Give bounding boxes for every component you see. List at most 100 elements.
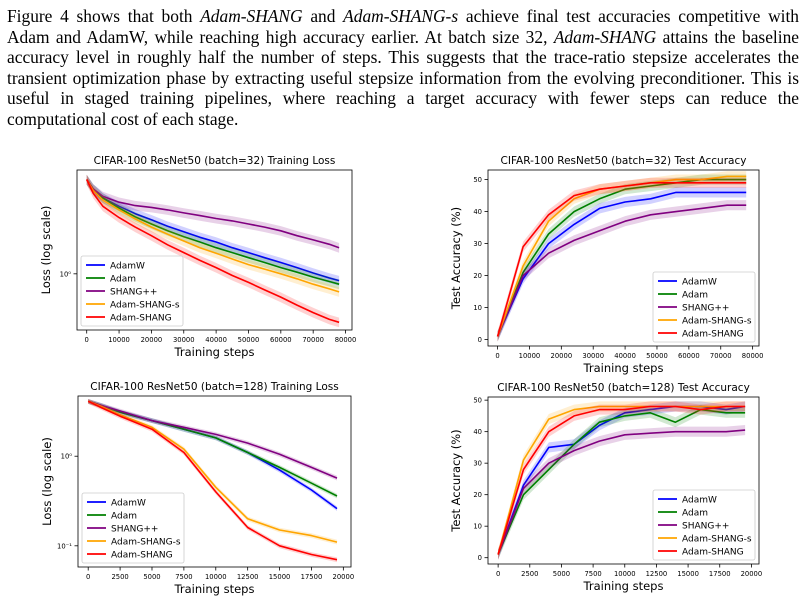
legend-box: [80, 255, 184, 327]
legend-entry: Adam-SHANG: [682, 547, 744, 557]
legend-entry: SHANG++: [682, 303, 729, 313]
y-axis-label: Test Accuracy (%): [449, 429, 463, 532]
series-line-adam: [497, 408, 746, 555]
x-tick-label: 5000: [143, 573, 160, 581]
x-tick-label: 60000: [678, 352, 700, 360]
x-tick-label: 15000: [269, 573, 291, 581]
x-tick-label: 70000: [302, 336, 324, 344]
x-tick-label: 0: [86, 573, 90, 581]
y-axis-label: Loss (log scale): [39, 206, 53, 295]
legend-box: [652, 271, 756, 343]
axes-frame: [487, 169, 760, 347]
chart-title: CIFAR-100 ResNet50 (batch=32) Test Accur…: [501, 155, 747, 167]
x-tick-label: 2500: [521, 570, 538, 578]
x-axis-label: Training steps: [174, 345, 255, 359]
series-band-adam-shang: [88, 399, 337, 563]
y-tick-label: 50: [473, 176, 482, 184]
series-band-shang-: [86, 174, 340, 253]
y-tick-label: 10: [473, 304, 482, 312]
series-line-adamw: [497, 405, 746, 555]
legend-entry: SHANG++: [111, 524, 158, 534]
legend-entry: Adam: [110, 274, 136, 284]
x-tick-label: 30000: [582, 352, 604, 360]
x-tick-label: 80000: [742, 352, 764, 360]
x-tick-label: 12500: [646, 570, 668, 578]
series-band-shang-: [498, 425, 746, 560]
y-tick-label: 10⁰: [60, 270, 72, 278]
x-tick-label: 50000: [646, 352, 668, 360]
y-tick-label: 0: [478, 554, 482, 562]
legend-entry: Adam: [682, 290, 708, 300]
series-line-adam: [496, 178, 747, 337]
y-tick-label: 10: [473, 523, 482, 531]
y-tick-label: 30: [473, 460, 482, 468]
legend-entry: AdamW: [682, 495, 717, 505]
legend-entry: Adam-SHANG-s: [111, 537, 181, 547]
x-axis-label: Training steps: [583, 361, 664, 375]
x-tick-label: 20000: [333, 573, 355, 581]
legend-box: [652, 489, 756, 561]
legend-entry: SHANG++: [682, 521, 729, 531]
legend-entry: Adam-SHANG: [111, 550, 173, 560]
plot-area: [496, 171, 747, 342]
x-tick-label: 80000: [335, 336, 357, 344]
x-tick-label: 5000: [553, 570, 570, 578]
y-axis-label: Test Accuracy (%): [449, 207, 463, 310]
x-tick-label: 40000: [205, 336, 227, 344]
series-line-shang-: [87, 400, 338, 479]
x-axis-label: Training steps: [583, 579, 664, 593]
chart-panel-1: CIFAR-100 ResNet50 (batch=32) Training L…: [39, 155, 356, 359]
x-tick-label: 0: [495, 352, 499, 360]
legend: AdamW Adam SHANG++ Adam-SHANG-s Adam-SHANG: [652, 271, 756, 343]
legend-entry: SHANG++: [110, 287, 157, 297]
x-tick-label: 60000: [270, 336, 292, 344]
y-tick-label: 40: [473, 208, 482, 216]
x-tick-label: 10000: [108, 336, 130, 344]
x-tick-label: 2500: [111, 573, 128, 581]
y-axis-label: Loss (log scale): [40, 437, 54, 526]
series-line-adamw: [86, 179, 340, 282]
chart-panel-3: CIFAR-100 ResNet50 (batch=128) Training …: [40, 381, 354, 596]
x-tick-label: 30000: [173, 336, 195, 344]
series-line-shang-: [86, 179, 340, 249]
legend-entry: Adam-SHANG-s: [110, 300, 180, 310]
y-tick-label: 20: [473, 272, 482, 280]
legend-entry: AdamW: [682, 277, 717, 287]
plot-area: [87, 399, 338, 563]
legend-box: [81, 492, 185, 564]
legend: AdamW Adam SHANG++ Adam-SHANG-s Adam-SHANG: [652, 489, 756, 561]
series-line-adam-shang: [496, 182, 747, 337]
series-line-adam-shang-s: [87, 400, 338, 543]
series-line-adam-shang: [85, 179, 340, 324]
y-tick-label: 30: [473, 240, 482, 248]
chart-title: CIFAR-100 ResNet50 (batch=128) Training …: [90, 381, 338, 393]
x-tick-label: 15000: [677, 570, 699, 578]
plot-area: [497, 401, 746, 560]
x-tick-label: 10000: [614, 570, 636, 578]
series-band-adam-shang-s: [497, 171, 747, 342]
x-tick-label: 50000: [238, 336, 260, 344]
x-axis-label: Training steps: [174, 582, 255, 596]
x-tick-label: 7500: [584, 570, 601, 578]
y-tick-label: 20: [473, 491, 482, 499]
x-tick-label: 40000: [614, 352, 636, 360]
legend-entry: Adam-SHANG: [682, 329, 744, 339]
x-tick-label: 20000: [141, 336, 163, 344]
legend-entry: Adam-SHANG-s: [682, 316, 752, 326]
chart-panel-4: CIFAR-100 ResNet50 (batch=128) Test Accu…: [449, 382, 762, 593]
axes-frame: [77, 395, 352, 568]
chart-title: CIFAR-100 ResNet50 (batch=32) Training L…: [94, 155, 336, 167]
x-tick-label: 0: [496, 570, 500, 578]
series-line-shang-: [496, 204, 747, 337]
y-tick-label: 50: [473, 397, 482, 405]
chart-panel-2: CIFAR-100 ResNet50 (batch=32) Test Accur…: [449, 155, 763, 375]
legend: AdamW Adam SHANG++ Adam-SHANG-s Adam-SHANG: [80, 255, 184, 327]
series-line-adam-shang-s: [497, 405, 746, 555]
y-tick-label: 10⁻¹: [57, 542, 72, 550]
y-tick-label: 0: [478, 336, 482, 344]
series-line-shang-: [497, 429, 746, 555]
x-tick-label: 7500: [175, 573, 192, 581]
x-tick-label: 20000: [741, 570, 763, 578]
x-tick-label: 17500: [301, 573, 323, 581]
axes-frame: [76, 169, 353, 331]
